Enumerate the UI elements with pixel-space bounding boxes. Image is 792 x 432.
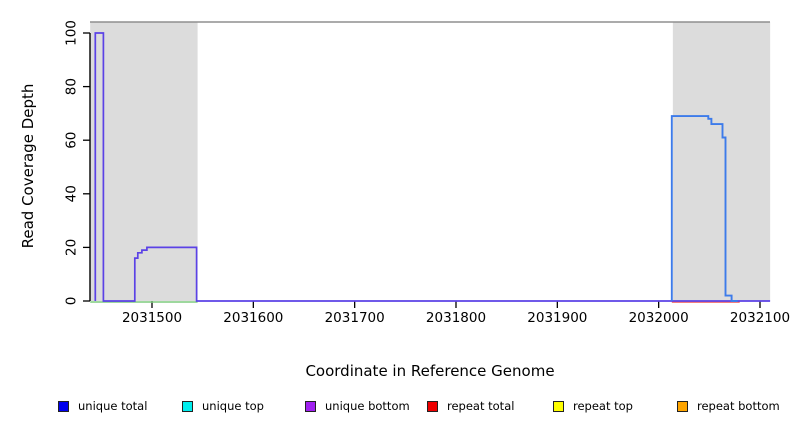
legend-swatch-icon [553, 401, 564, 413]
y-tick-label: 100 [64, 20, 80, 46]
y-tick-label: 20 [64, 239, 80, 256]
x-tick-label: 2031500 [122, 310, 182, 326]
x-tick-label: 2031900 [527, 310, 587, 326]
legend-item-unique-total: unique total [58, 399, 148, 413]
legend-swatch-icon [182, 401, 193, 413]
x-tick-label: 2031800 [426, 310, 486, 326]
y-tick-label: 0 [64, 297, 80, 306]
legend-swatch-icon [427, 401, 438, 413]
legend-label: unique total [78, 399, 148, 413]
repeat-region-left [90, 22, 198, 301]
x-tick-label: 2032000 [629, 310, 689, 326]
legend-label: unique bottom [325, 399, 410, 413]
series-unique-total-line [670, 115, 738, 302]
legend-swatch-icon [677, 401, 688, 413]
legend-label: repeat total [447, 399, 515, 413]
y-tick-label: 80 [64, 78, 80, 95]
legend-label: repeat bottom [697, 399, 780, 413]
y-tick-label: 40 [64, 185, 80, 202]
repeat-region-right [672, 22, 771, 301]
legend-swatch-icon [58, 401, 69, 413]
y-axis-title: Read Coverage Depth [19, 83, 37, 249]
legend-item-unique-bottom: unique bottom [305, 399, 410, 413]
x-tick-label: 2032100 [730, 310, 790, 326]
legend-label: unique top [202, 399, 264, 413]
series-unique-bottom-line [94, 32, 771, 302]
x-tick-label: 2031700 [325, 310, 385, 326]
legend-swatch-icon [305, 401, 316, 413]
x-tick-label: 2031600 [223, 310, 283, 326]
legend-item-unique-top: unique top [182, 399, 264, 413]
legend-item-repeat-top: repeat top [553, 399, 633, 413]
legend-label: repeat top [573, 399, 633, 413]
x-axis-title: Coordinate in Reference Genome [305, 362, 555, 380]
y-tick-label: 60 [64, 132, 80, 149]
legend-item-repeat-bottom: repeat bottom [677, 399, 780, 413]
legend-item-repeat-total: repeat total [427, 399, 515, 413]
